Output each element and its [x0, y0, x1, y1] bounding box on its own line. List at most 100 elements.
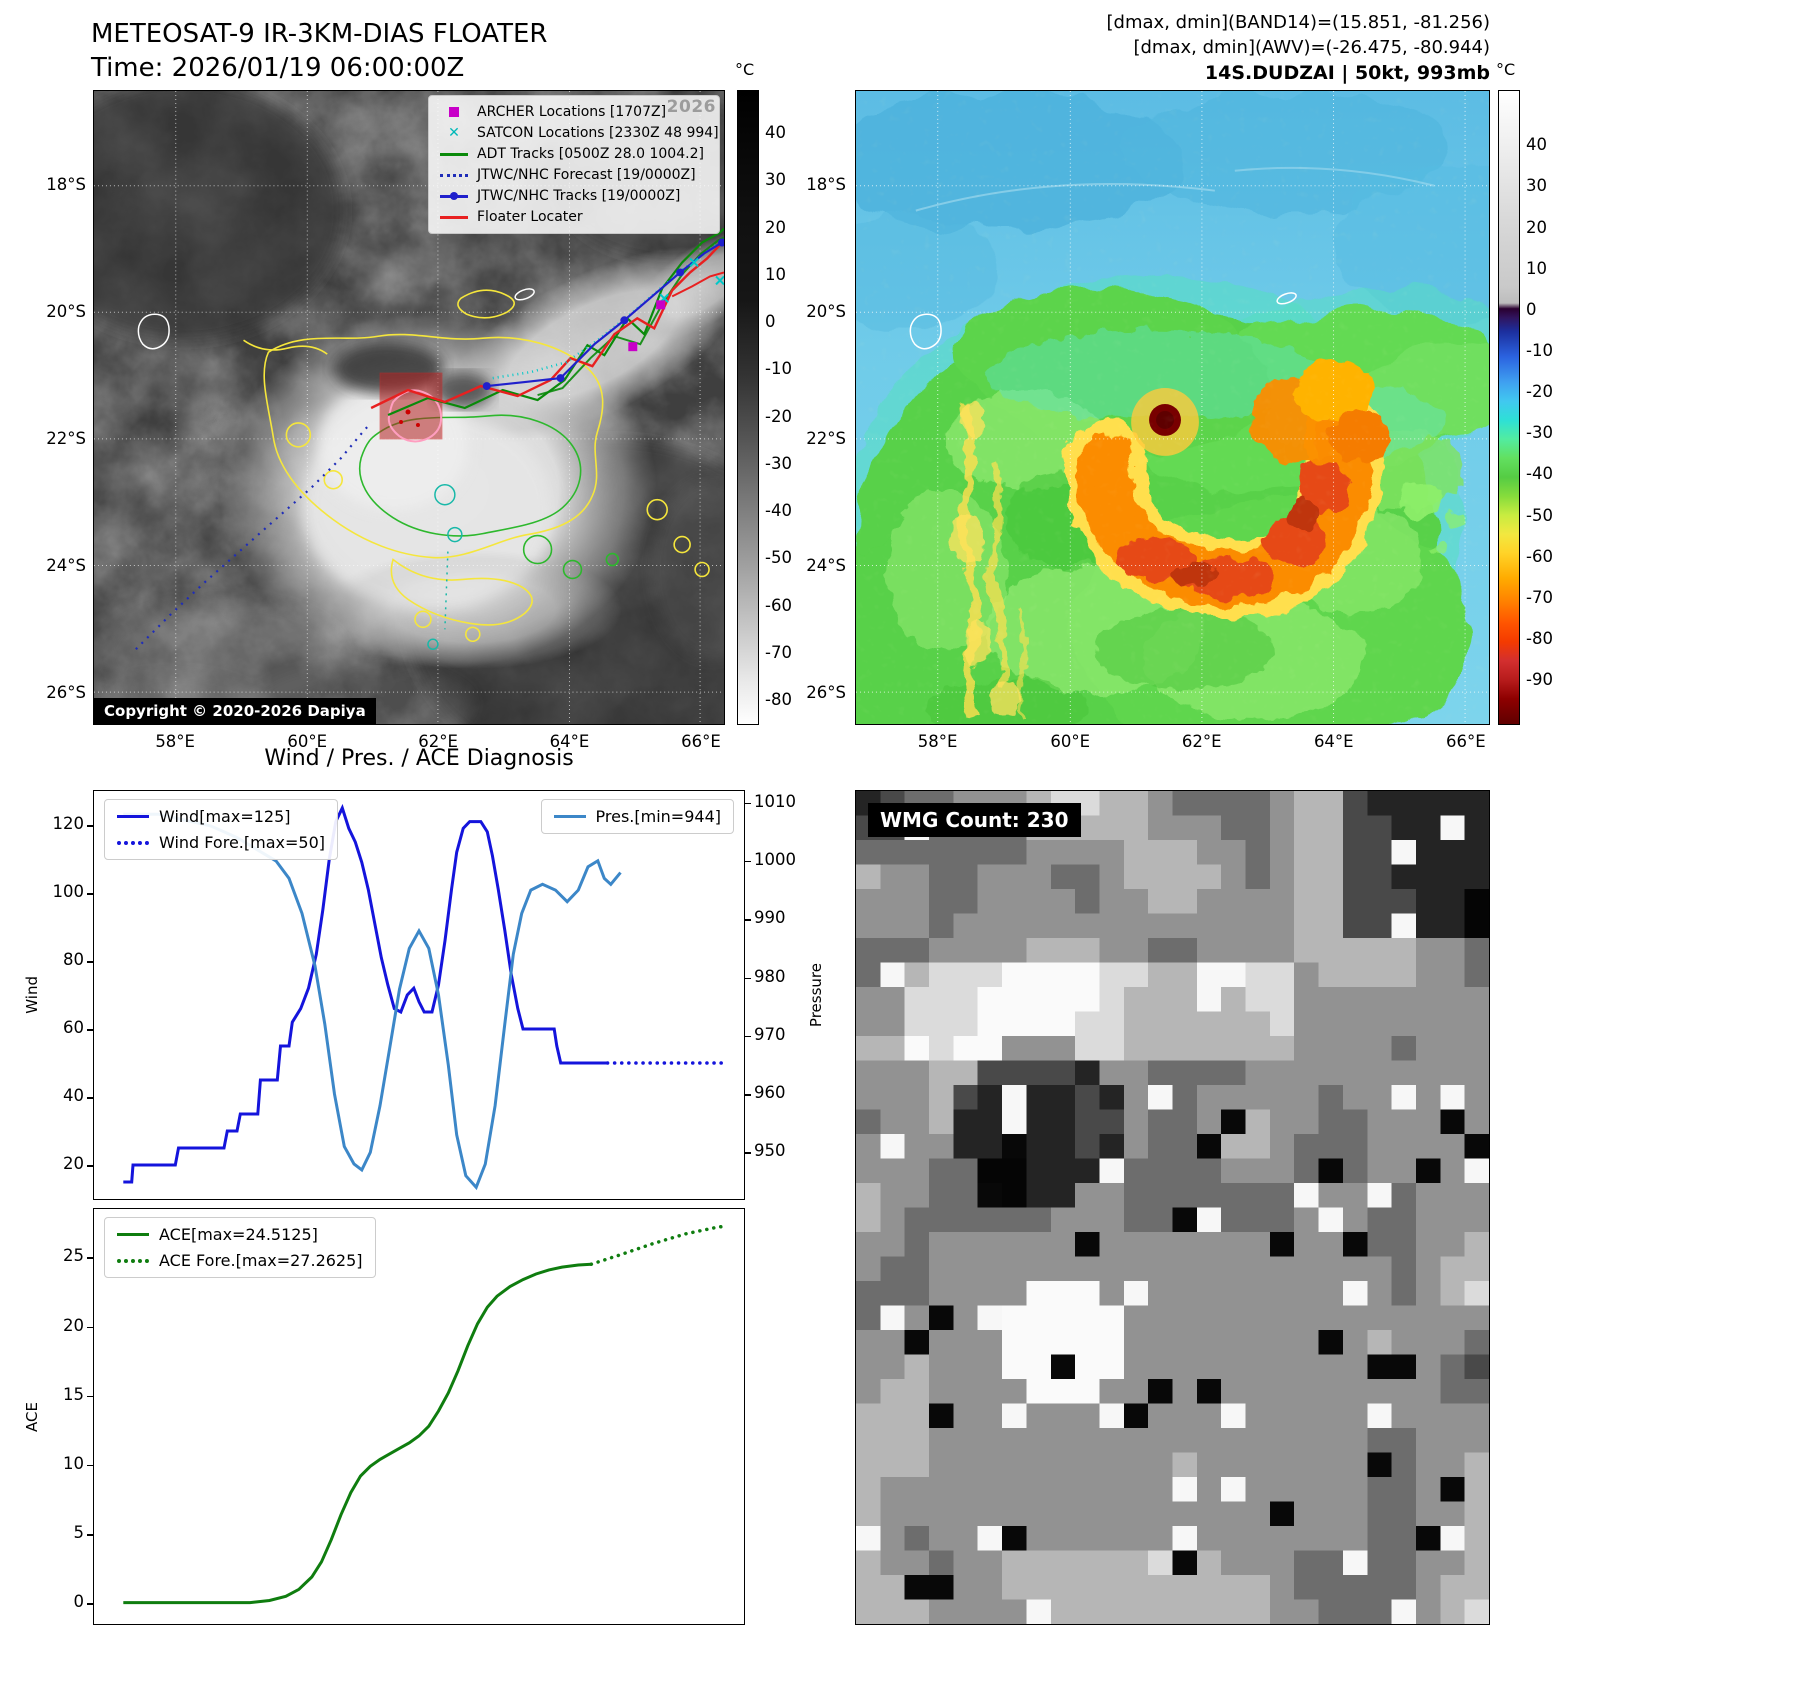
tick-mark — [87, 1257, 94, 1259]
lat-tick-label: 24°S — [806, 556, 846, 576]
colorbar-tick-label: 0 — [1526, 299, 1537, 319]
pressure-axis-label: Pressure — [807, 962, 825, 1028]
pressure-axis-label-wrap: Pressure — [806, 790, 826, 1200]
colorbar-tick-label: -20 — [765, 406, 792, 426]
square-legend-marker — [439, 107, 469, 117]
colorbar-tick-label: 20 — [765, 217, 786, 237]
chart-legend: ACE[max=24.5125] ACE Fore.[max=27.2625] — [104, 1217, 376, 1278]
colorbar-tick-label: 0 — [765, 312, 776, 332]
y-tick-label: 950 — [754, 1141, 786, 1161]
chart-legend-label: Wind Fore.[max=50] — [159, 833, 325, 852]
chart-legend-item: Wind[max=125] — [117, 807, 325, 826]
y-tick-label: 970 — [754, 1024, 786, 1044]
tick-mark — [744, 1094, 751, 1096]
chart-legend-label: ACE Fore.[max=27.2625] — [159, 1251, 363, 1270]
map-legend: ARCHER Locations [1707Z] ✕ SATCON Location… — [428, 95, 720, 234]
chart-legend-item: ACE[max=24.5125] — [117, 1225, 363, 1244]
colorbar-tick-label: 10 — [1526, 258, 1547, 278]
chart-canvas — [123, 1224, 727, 1605]
series-solid — [123, 803, 608, 1184]
ace-axis-label: ACE — [23, 1401, 41, 1432]
ir-satellite-panel: ARCHER Locations [1707Z] ✕ SATCON Location… — [93, 90, 725, 725]
enhanced-ir-colorbar — [1498, 90, 1520, 725]
chart-legend: Pres.[min=944] — [540, 799, 734, 834]
y-tick-label: 1000 — [754, 849, 796, 869]
series-solid — [123, 812, 622, 1191]
colorbar-tick-label: -50 — [765, 548, 792, 568]
y-tick-label: 10 — [63, 1453, 84, 1473]
chart-legend-label: Wind[max=125] — [159, 807, 291, 826]
eye-contour-pink — [387, 389, 443, 443]
tick-mark — [744, 919, 751, 921]
tick-mark — [87, 1603, 94, 1605]
line-legend-marker — [439, 215, 469, 219]
map-legend-label: JTWC/NHC Tracks [19/0000Z] — [477, 188, 681, 204]
y-tick-label: 0 — [73, 1592, 85, 1612]
tick-mark — [87, 1534, 94, 1536]
dotted-legend-marker — [439, 173, 469, 177]
lat-tick-label: 20°S — [46, 302, 86, 322]
y-tick-label: 120 — [52, 814, 85, 833]
island-contour — [137, 313, 170, 350]
line-legend-marker — [117, 814, 149, 819]
lat-tick-label: 20°S — [806, 302, 846, 322]
map-legend-item: ARCHER Locations [1707Z] — [439, 104, 709, 120]
y-tick-label: 960 — [754, 1083, 786, 1103]
y-tick-label: 60 — [63, 1018, 84, 1037]
lat-tick-label: 22°S — [46, 429, 86, 449]
chart-legend-label: ACE[max=24.5125] — [159, 1225, 318, 1244]
map-legend-label: ARCHER Locations [1707Z] — [477, 104, 667, 120]
y-tick-label: 20 — [63, 1315, 84, 1335]
tick-mark — [744, 1035, 751, 1038]
wind-axis-label: Wind — [23, 976, 41, 1014]
y-tick-label: 20 — [63, 1154, 84, 1173]
ace-chart: 25 20 15 10 5 0 ACE[max=24.5125] ACE Fore.[max=… — [63, 1208, 745, 1625]
jtwc-track-markers — [482, 238, 724, 391]
y-tick-label: 1010 — [754, 791, 796, 811]
tick-mark — [87, 1097, 94, 1099]
dotted-line-legend-marker — [117, 840, 149, 845]
map-legend-item: JTWC/NHC Forecast [19/0000Z] — [439, 167, 709, 183]
lon-tick-label: 60°E — [1050, 732, 1091, 751]
wmg-microwave-image — [856, 791, 1489, 1624]
tick-mark — [87, 1165, 94, 1167]
watermark: 2026 — [666, 97, 716, 117]
colorbar-tick-label: 10 — [765, 264, 786, 284]
line-legend-marker — [117, 1232, 149, 1237]
lat-tick-label: 18°S — [46, 175, 86, 195]
map-legend-label: ADT Tracks [0500Z 28.0 1004.2] — [477, 146, 704, 162]
tick-mark — [87, 893, 94, 895]
lon-tick-label: 66°E — [681, 732, 721, 751]
map-legend-label: JTWC/NHC Forecast [19/0000Z] — [477, 167, 696, 183]
colorbar-tick-label: -40 — [1526, 464, 1553, 484]
right-header-line2: [dmax, dmin](AWV)=(-26.475, -80.944) — [1133, 37, 1490, 59]
series-dotted — [589, 1224, 727, 1266]
chart-legend-item: Pres.[min=944] — [553, 807, 721, 826]
map-legend-label: Floater Locater — [477, 209, 583, 225]
map-legend-label: SATCON Locations [2330Z 48 994] — [477, 125, 719, 141]
tick-mark — [744, 860, 751, 863]
colorbar-tick-label: -80 — [1526, 629, 1553, 649]
enhanced-ir-panel — [855, 90, 1490, 725]
tick-mark — [744, 802, 751, 805]
tick-mark — [87, 1464, 94, 1467]
ir-colorbar — [737, 90, 759, 725]
floater-locater-track-branch — [671, 271, 724, 298]
colorbar-tick-label: 40 — [1526, 135, 1547, 155]
jtwc-track — [486, 239, 724, 388]
tick-mark — [87, 825, 94, 827]
storm-id-label: 14S.DUDZAI | 50kt, 993mb — [1204, 62, 1490, 85]
colorbar-tick-label: 40 — [765, 123, 786, 143]
colorbar-tick-label: -80 — [765, 690, 792, 710]
right-header-block: [dmax, dmin](BAND14)=(15.851, -81.256) [… — [1000, 10, 1490, 87]
enhanced-ir-svg — [856, 91, 1489, 724]
lon-tick-label: 64°E — [549, 732, 590, 751]
adt-track-1 — [387, 227, 724, 416]
map-legend-item: JTWC/NHC Tracks [19/0000Z] — [439, 188, 709, 204]
y-tick-label: 40 — [63, 1086, 84, 1105]
tick-mark — [87, 1326, 94, 1329]
chart-legend: Wind[max=125] Wind Fore.[max=50] — [104, 799, 338, 860]
colorbar-tick-label: -50 — [1526, 505, 1553, 525]
colorbar-tick-label: -70 — [1526, 587, 1553, 607]
